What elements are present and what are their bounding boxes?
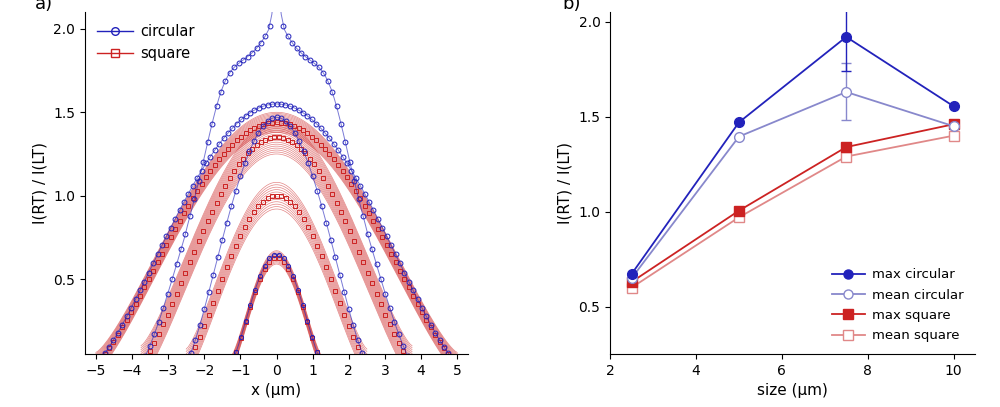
Text: b): b) [563, 0, 581, 13]
X-axis label: size (μm): size (μm) [757, 383, 828, 398]
X-axis label: x (μm): x (μm) [251, 383, 302, 398]
Text: a): a) [35, 0, 53, 13]
Y-axis label: I(RT) / I(LT): I(RT) / I(LT) [558, 142, 573, 224]
Legend: circular, square: circular, square [92, 20, 199, 66]
Legend: max circular, mean circular, max square, mean square: max circular, mean circular, max square,… [827, 263, 968, 348]
Y-axis label: I(RT) / I(LT): I(RT) / I(LT) [33, 142, 48, 224]
